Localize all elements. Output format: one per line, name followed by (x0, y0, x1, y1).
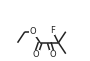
Text: O: O (50, 50, 56, 59)
Text: O: O (30, 27, 36, 36)
Text: F: F (50, 26, 55, 35)
Text: O: O (33, 50, 39, 59)
